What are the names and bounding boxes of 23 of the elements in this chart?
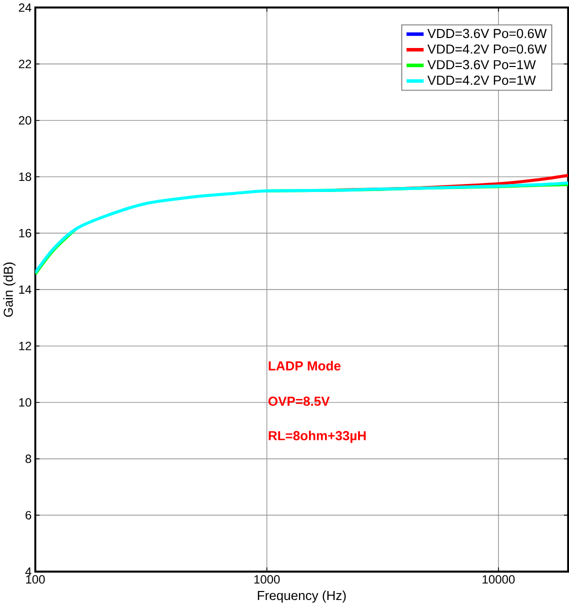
y-tick-label: 6 (26, 510, 32, 520)
y-tick-label: 20 (18, 116, 32, 125)
x-tick-label: 10000 (482, 575, 515, 584)
legend-label: VDD=4.2V Po=1W (427, 76, 536, 85)
y-tick-label: 4 (25, 567, 32, 576)
y-tick-label: 22 (18, 60, 32, 68)
y-tick-label: 10 (19, 398, 32, 407)
x-tick-label: 100 (26, 575, 45, 584)
y-tick-label: 12 (19, 342, 32, 350)
y-tick-label: 18 (19, 172, 32, 181)
annotation: LADP Mode (268, 360, 340, 370)
y-axis-title: Gain (dB) (3, 262, 16, 317)
y-tick-label: 16 (19, 228, 32, 238)
y-tick-label: 24 (18, 3, 32, 12)
annotation: RL=8ohm+33µH (268, 430, 366, 443)
x-axis-title: Frequency (Hz) (258, 590, 346, 603)
y-tick-label: 14 (19, 285, 32, 294)
legend-label: VDD=4.2V Po=0.6W (427, 44, 547, 54)
annotation: OVP=8.5V (268, 396, 330, 406)
legend-label: VDD=3.6V Po=1W (427, 60, 536, 70)
y-tick-label: 8 (25, 454, 32, 464)
legend-label: VDD=3.6V Po=0.6W (427, 28, 547, 38)
x-tick-label: 1000 (254, 575, 280, 584)
